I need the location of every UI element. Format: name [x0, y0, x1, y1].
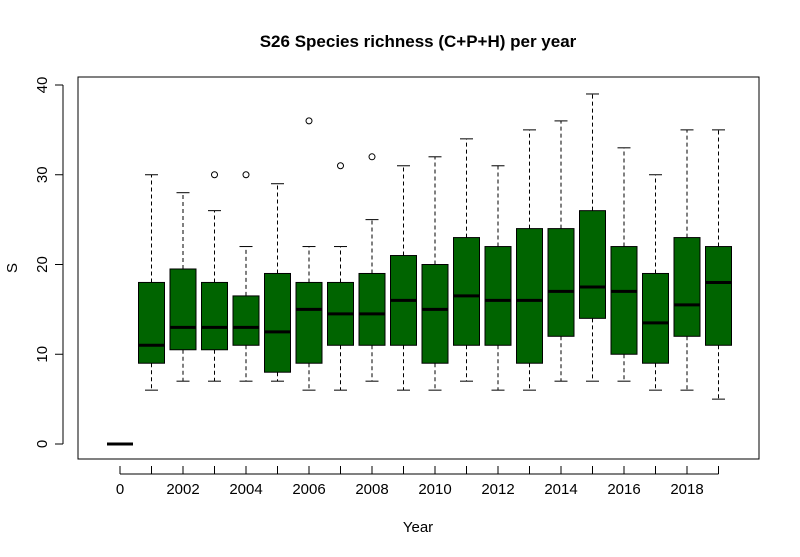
outlier-point	[368, 153, 376, 161]
x-tick-label: 2018	[670, 481, 703, 498]
box-iqr	[264, 272, 291, 373]
box-group-2012	[484, 165, 512, 391]
outlier-point	[305, 117, 313, 125]
box-group-2009	[390, 165, 417, 391]
box-group-2006	[295, 117, 323, 391]
box-iqr	[201, 281, 228, 351]
box-iqr	[169, 268, 197, 351]
chart-title: S26 Species richness (C+P+H) per year	[260, 32, 577, 51]
box-group-2002	[169, 192, 197, 382]
box-group-2008	[358, 153, 386, 382]
box-group-2010	[421, 156, 449, 391]
x-tick-label: 2004	[229, 481, 262, 498]
y-tick-label: 10	[34, 346, 51, 363]
box-group-2004	[232, 171, 260, 382]
box-iqr	[421, 264, 449, 364]
box-iqr	[232, 295, 260, 346]
box-iqr	[295, 281, 323, 364]
box-group-2014	[547, 120, 575, 382]
outlier-point	[242, 171, 250, 179]
box-iqr	[705, 246, 732, 346]
x-tick-label: 2006	[292, 481, 325, 498]
box-group-2013	[516, 129, 543, 391]
box-group-2005	[264, 183, 291, 382]
box-iqr	[453, 237, 480, 346]
box-group-2019	[705, 129, 732, 400]
x-tick-label: 2014	[544, 481, 577, 498]
plot-frame	[77, 76, 760, 460]
y-axis-label: S	[4, 263, 21, 273]
y-tick-label: 40	[34, 77, 51, 94]
outlier-point	[337, 162, 344, 170]
y-tick-label: 20	[34, 256, 51, 273]
box-iqr	[547, 228, 575, 337]
y-tick-label: 30	[34, 166, 51, 183]
y-tick-label: 0	[34, 440, 51, 448]
x-tick-label: 2010	[418, 481, 451, 498]
x-axis: 0 2002 2004 2006 2008 2010 2012 2014 2016 2018	[116, 466, 719, 498]
box-iqr	[610, 246, 638, 355]
box-group-2017	[642, 174, 669, 391]
x-tick-label: 2012	[481, 481, 514, 498]
x-tick-label: 2016	[607, 481, 640, 498]
box-iqr	[642, 272, 669, 364]
x-axis-label: Year	[403, 519, 433, 536]
x-tick-label: 2008	[355, 481, 388, 498]
box-iqr	[673, 237, 701, 337]
box-iqr	[579, 210, 606, 319]
box-group-2003	[201, 171, 228, 382]
box-group-2011	[453, 138, 480, 382]
box-iqr	[516, 228, 543, 364]
box-group-2007	[327, 162, 354, 391]
box-group-2001	[138, 174, 165, 391]
y-axis: 0 10 20 30 40	[34, 77, 64, 448]
box-group-2018	[673, 129, 701, 391]
x-tick-label: 0	[116, 481, 124, 498]
box-group-2015	[579, 93, 606, 382]
box-iqr	[358, 272, 386, 346]
x-tick-label: 2002	[166, 481, 199, 498]
boxes-layer	[107, 93, 732, 446]
box-iqr	[138, 281, 165, 364]
outlier-point	[211, 171, 218, 179]
box-group-2016	[610, 147, 638, 382]
box-iqr	[484, 246, 512, 346]
